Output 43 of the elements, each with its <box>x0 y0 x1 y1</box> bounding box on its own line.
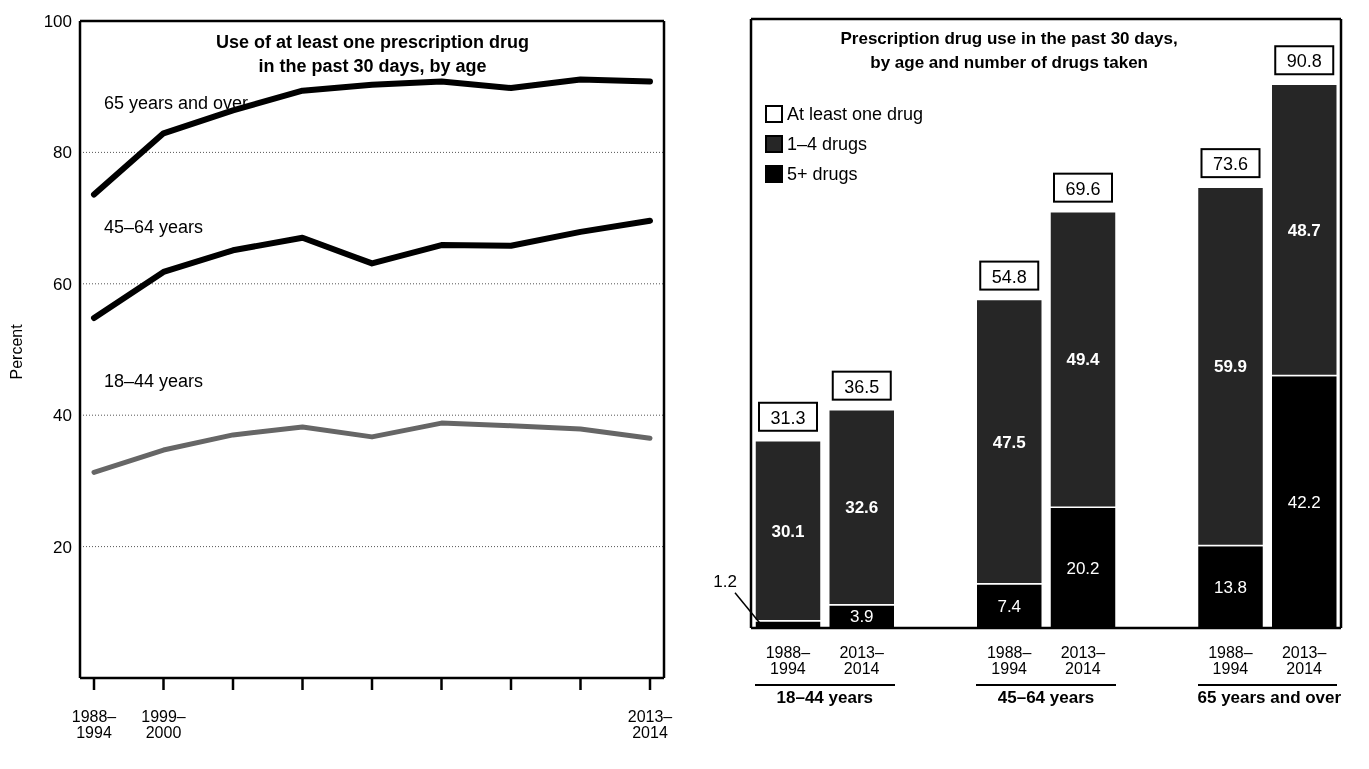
y-tick-label: 80 <box>53 143 72 163</box>
y-tick-label: 20 <box>53 537 72 557</box>
text: 18–44 years <box>755 684 895 708</box>
total-label: 73.6 <box>1212 154 1249 175</box>
text: 65 years and over <box>1197 687 1342 708</box>
x-tick-label: 2013– 2014 <box>1281 644 1327 677</box>
data-label: 1.2 <box>713 571 737 591</box>
x-tick-label: 1988– 1994 <box>765 644 811 677</box>
data-label: 48.7 <box>1287 220 1321 240</box>
legend-label: 1–4 drugs <box>786 133 869 156</box>
legend-title: At least one drug <box>786 103 924 126</box>
x-tick-label: 1988– 1994 <box>71 708 117 741</box>
text: Use of at least one prescription drug in the past 30 days, by age <box>214 31 531 78</box>
x-tick-label: 1988– 1994 <box>986 644 1032 677</box>
x-tick-label: 2013– 2014 <box>839 644 884 677</box>
total-label: 90.8 <box>1286 51 1322 72</box>
y-tick-label: 100 <box>43 12 72 32</box>
chart-title: Prescription drug use in the past 30 days, by age and number of drugs taken <box>839 28 1179 74</box>
text: 45–64 years <box>976 684 1116 708</box>
x-tick-label: 1999– 2000 <box>141 708 186 741</box>
y-tick-label: 40 <box>53 406 72 426</box>
data-label: 20.2 <box>1066 558 1100 578</box>
total-label: 54.8 <box>991 266 1027 287</box>
total-label: 36.5 <box>844 376 880 397</box>
data-label: 49.4 <box>1066 350 1101 370</box>
text: 18–44 years <box>104 371 204 392</box>
data-label: 3.9 <box>849 607 874 627</box>
y-axis-title: Percent <box>7 323 25 380</box>
data-label: 47.5 <box>992 432 1026 452</box>
data-label: 30.1 <box>771 521 805 541</box>
legend-label: 5+ drugs <box>786 163 859 186</box>
data-label: 59.9 <box>1213 357 1248 377</box>
data-label: 7.4 <box>997 596 1022 616</box>
data-label: 42.2 <box>1287 492 1321 512</box>
series-label: 45–64 years <box>104 216 204 237</box>
data-label: 13.8 <box>1213 577 1248 597</box>
total-label: 31.3 <box>770 407 806 428</box>
x-tick-label: 2013– 2014 <box>627 708 673 741</box>
x-tick-label: 2013– 2014 <box>1060 644 1106 677</box>
data-label: 32.6 <box>845 498 879 518</box>
y-tick-label: 60 <box>53 274 72 294</box>
total-label: 69.6 <box>1065 178 1101 199</box>
x-tick-label: 1988– 1994 <box>1208 644 1253 677</box>
